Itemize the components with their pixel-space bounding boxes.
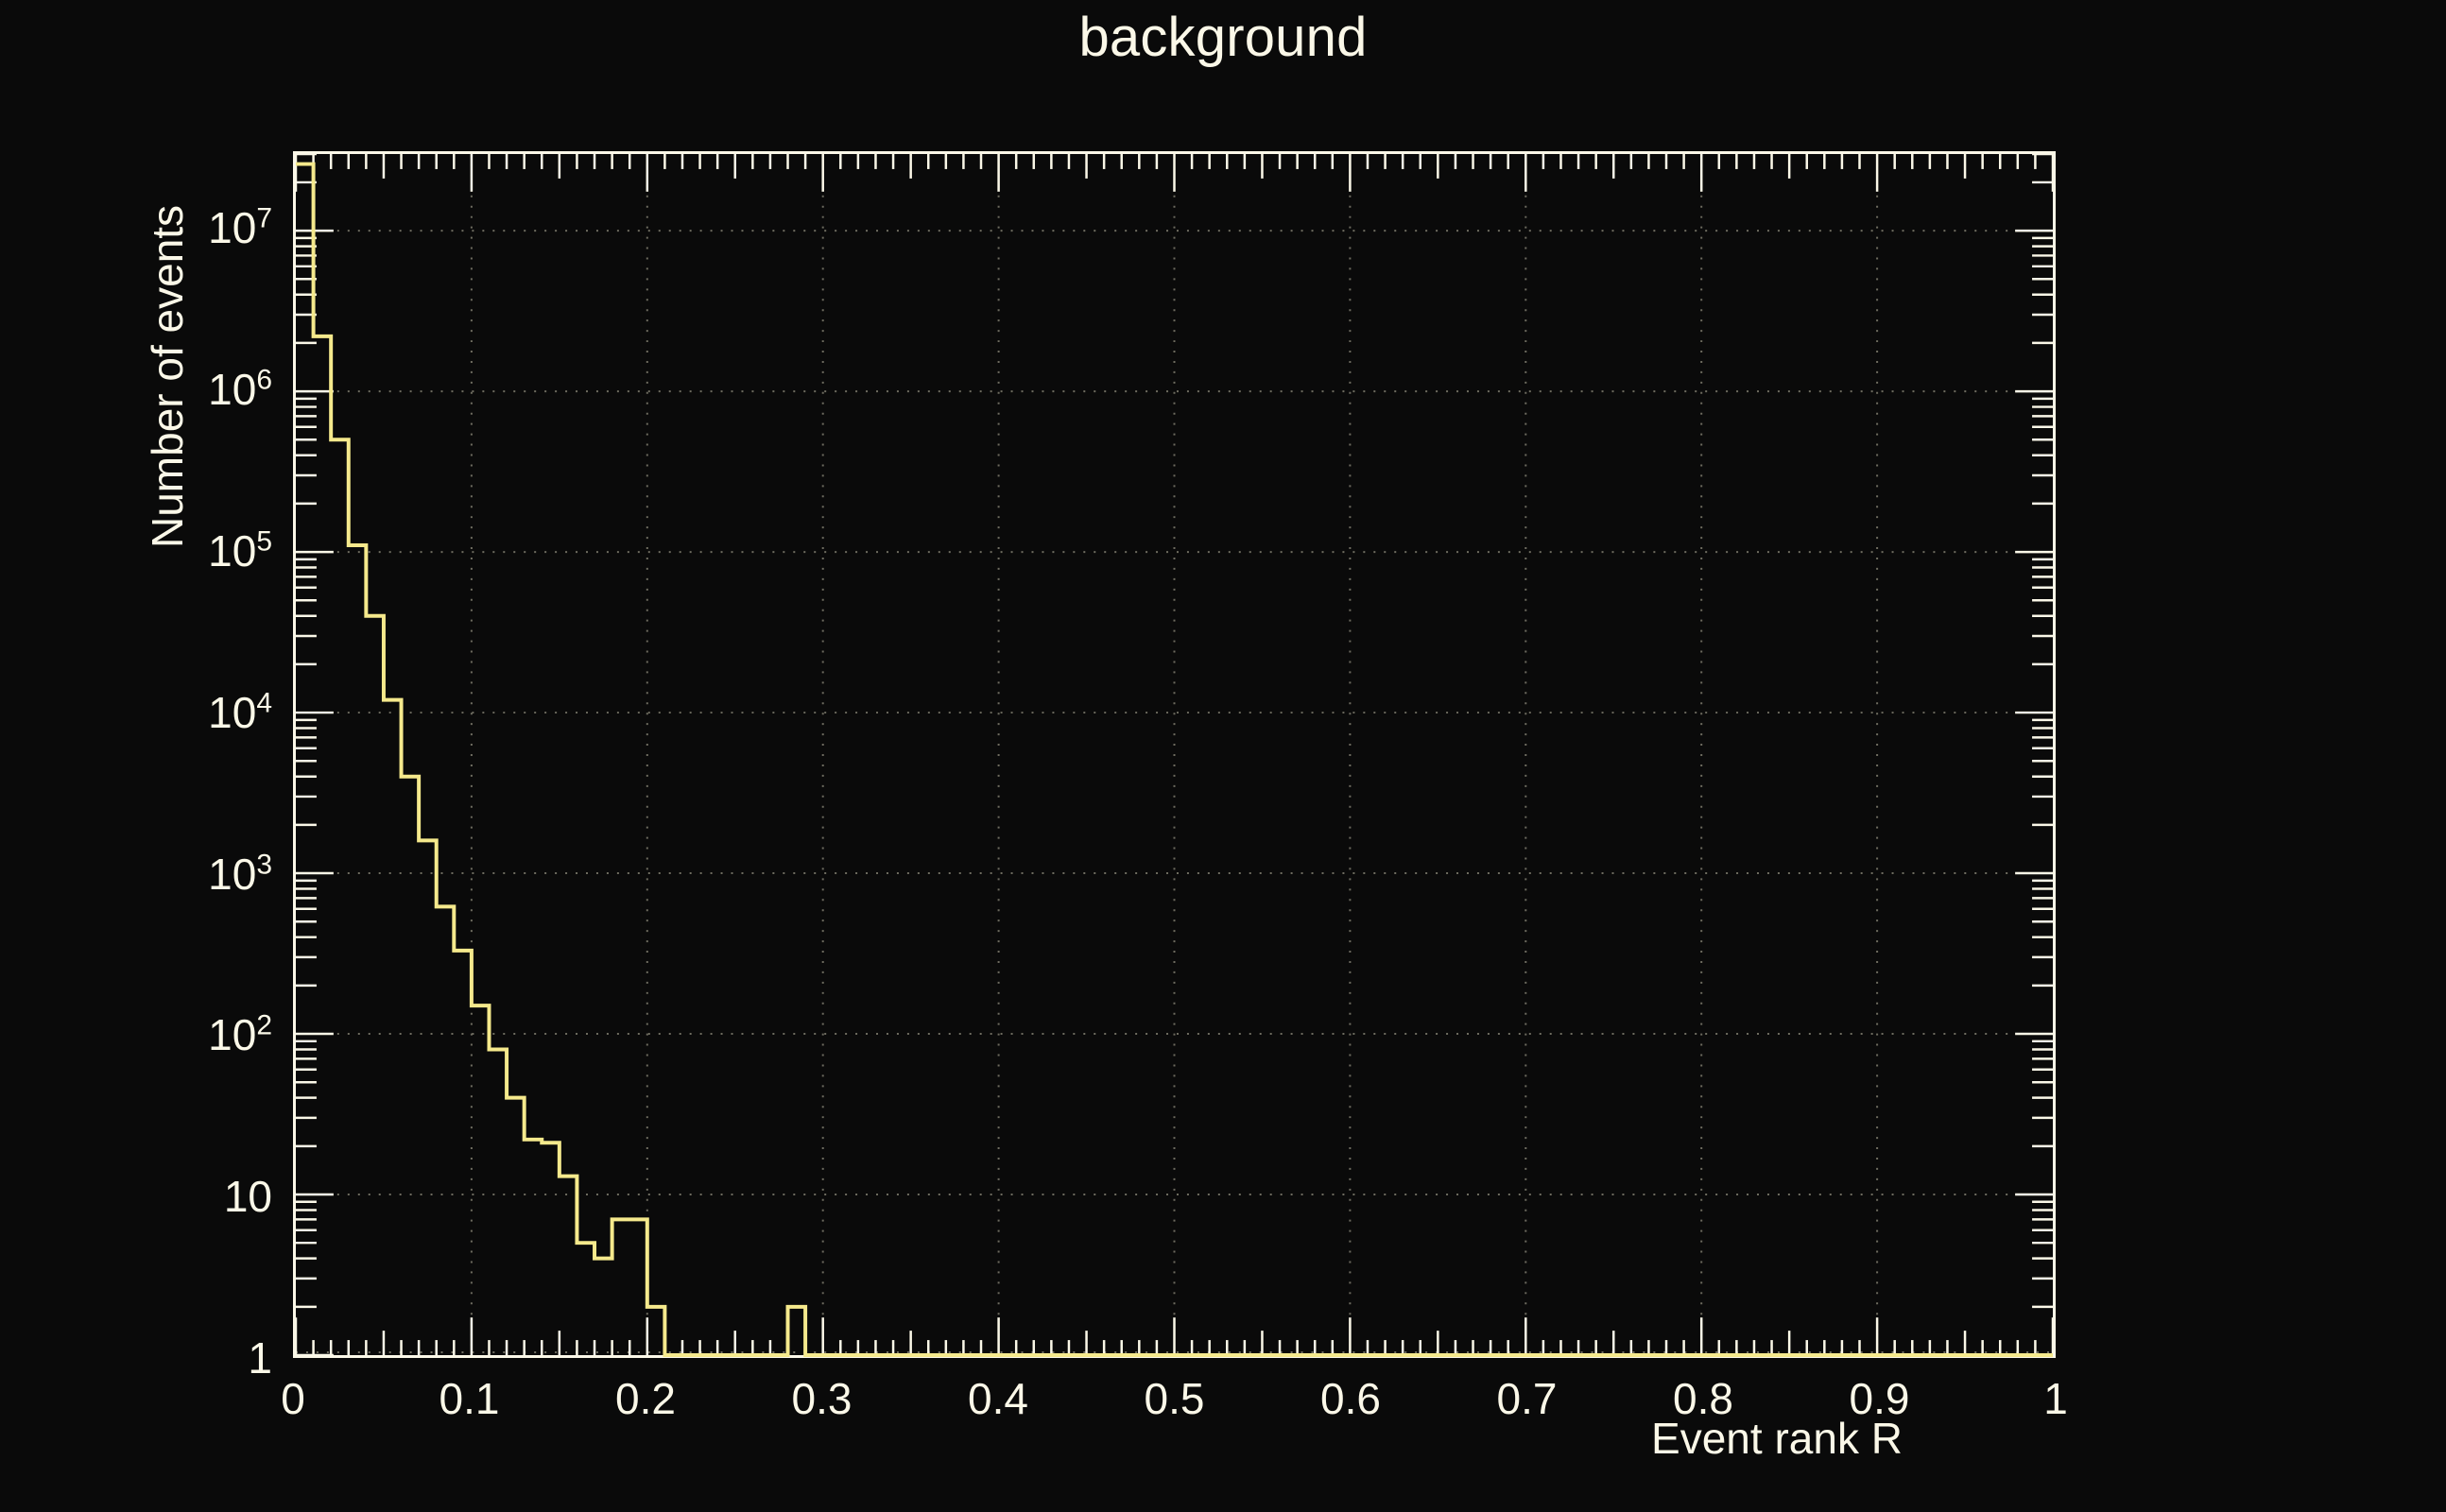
page-title: background (1078, 7, 1368, 68)
x-axis-title: Event rank R (1651, 1414, 1903, 1463)
y-tick-label: 102 (208, 1010, 272, 1060)
y-tick-label: 106 (208, 364, 272, 415)
tick-layer (294, 152, 2055, 1357)
y-tick-label: 1 (248, 1333, 272, 1383)
y-tick-label: 105 (208, 525, 272, 576)
x-tick-label: 0.9 (1849, 1374, 1910, 1423)
x-tick-label: 0.8 (1673, 1374, 1733, 1423)
x-tick-label: 0.5 (1144, 1374, 1205, 1423)
histogram-series (296, 162, 2053, 1357)
y-tick-label: 103 (208, 849, 272, 899)
x-tick-label: 0.7 (1496, 1374, 1558, 1423)
x-tick-label: 0.2 (615, 1374, 676, 1423)
y-tick-label: 104 (208, 687, 272, 737)
x-tick-label: 0.1 (439, 1374, 500, 1423)
grid-layer (296, 154, 2053, 1355)
x-tick-label: 1 (2043, 1374, 2068, 1423)
y-axis-title: Number of events (143, 204, 192, 548)
y-tick-label: 107 (208, 203, 272, 253)
x-tick-label: 0 (281, 1374, 305, 1423)
x-tick-label: 0.6 (1320, 1374, 1381, 1423)
x-tick-label: 0.4 (968, 1374, 1028, 1423)
y-tick-label: 10 (223, 1172, 272, 1222)
plot-frame (293, 151, 2056, 1358)
x-tick-label: 0.3 (791, 1374, 853, 1423)
